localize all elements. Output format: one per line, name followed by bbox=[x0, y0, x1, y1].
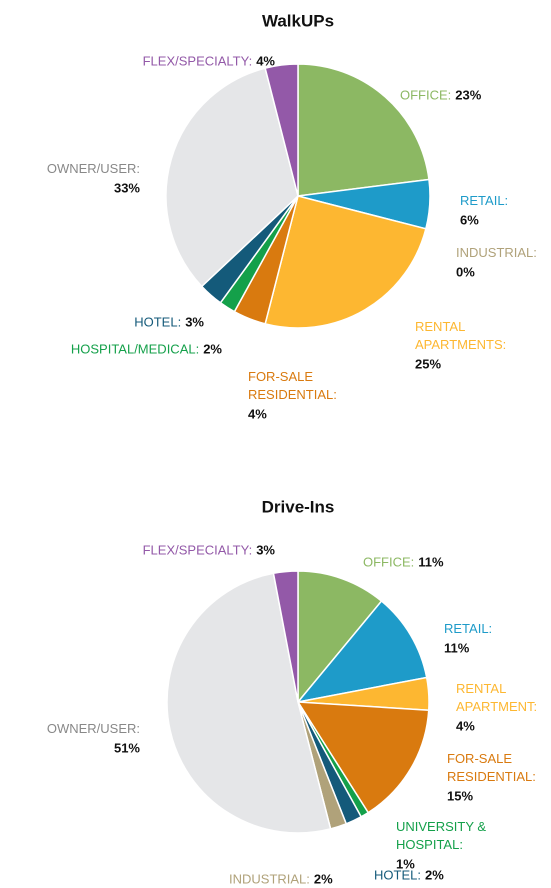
pie-slice bbox=[296, 701, 430, 814]
pie-slice bbox=[264, 195, 427, 329]
value-label: 0% bbox=[456, 264, 475, 279]
value-label: 3% bbox=[185, 314, 204, 329]
slice-label: FLEX/SPECIALTY: bbox=[143, 542, 253, 557]
slice-label: RETAIL: bbox=[460, 193, 508, 208]
label-line: HOSPITAL: bbox=[396, 837, 463, 852]
slice-label: RENTAL APARTMENT: bbox=[456, 681, 537, 714]
value-label: 6% bbox=[460, 212, 479, 227]
value-label: 3% bbox=[256, 542, 275, 557]
pie-slice bbox=[165, 67, 299, 288]
slice-label: OWNER/USER: bbox=[47, 161, 140, 176]
value-label: 2% bbox=[425, 867, 444, 882]
pie-slice bbox=[272, 570, 299, 703]
pie-slice bbox=[296, 600, 428, 704]
value-label: 4% bbox=[256, 53, 275, 68]
slice-label: OFFICE: bbox=[400, 87, 451, 102]
label-line: OWNER/USER: bbox=[47, 721, 140, 736]
slice-label: OFFICE: bbox=[363, 554, 414, 569]
label-line: APARTMENTS: bbox=[415, 337, 506, 352]
value-label: 4% bbox=[456, 718, 475, 733]
slice-label: HOSPITAL/MEDICAL: bbox=[71, 341, 199, 356]
slice-label: INDUSTRIAL: bbox=[229, 871, 310, 886]
label-line: RESIDENTIAL: bbox=[447, 769, 536, 784]
value-label: 15% bbox=[447, 788, 473, 803]
slice-label: OWNER/USER: bbox=[47, 721, 140, 736]
value-label: 2% bbox=[314, 871, 333, 886]
slice-label: INDUSTRIAL: bbox=[456, 245, 537, 260]
value-label: 4% bbox=[248, 406, 267, 421]
label-line: UNIVERSITY & bbox=[396, 819, 490, 834]
label-line: RETAIL: bbox=[460, 193, 508, 208]
chart-title: WalkUPs bbox=[262, 11, 334, 30]
value-label: 25% bbox=[415, 356, 441, 371]
chart-title: Drive-Ins bbox=[262, 497, 335, 516]
label-line: INDUSTRIAL: bbox=[456, 245, 537, 260]
slice-label: UNIVERSITY & HOSPITAL: bbox=[396, 819, 490, 852]
value-label: 2% bbox=[203, 341, 222, 356]
pie-slice bbox=[166, 572, 332, 834]
label-line: FOR-SALE bbox=[248, 369, 317, 384]
value-label: 11% bbox=[444, 640, 470, 655]
label-line: RETAIL: bbox=[444, 621, 492, 636]
pie-slice bbox=[297, 63, 430, 197]
value-label: 1% bbox=[396, 856, 415, 871]
value-label: 33% bbox=[114, 180, 140, 195]
label-line: APARTMENT: bbox=[456, 699, 537, 714]
value-label: 51% bbox=[114, 740, 140, 755]
label-line: RENTAL bbox=[415, 319, 468, 334]
label-line: OWNER/USER: bbox=[47, 161, 140, 176]
slice-label: FLEX/SPECIALTY: bbox=[143, 53, 253, 68]
slice-label: HOTEL: bbox=[374, 867, 421, 882]
pie-slice bbox=[264, 63, 299, 197]
label-line: RESIDENTIAL: bbox=[248, 387, 337, 402]
slice-label: HOTEL: bbox=[134, 314, 181, 329]
pie-slice bbox=[297, 570, 383, 705]
slice-label: FOR-SALE RESIDENTIAL: bbox=[447, 751, 536, 784]
slice-label: FOR-SALE RESIDENTIAL: bbox=[248, 369, 337, 402]
value-label: 11% bbox=[418, 554, 444, 569]
label-line: FOR-SALE bbox=[447, 751, 516, 766]
label-line: RENTAL bbox=[456, 681, 509, 696]
slice-label: RENTAL APARTMENTS: bbox=[415, 319, 506, 352]
value-label: 23% bbox=[455, 87, 481, 102]
slice-label: RETAIL: bbox=[444, 621, 492, 636]
